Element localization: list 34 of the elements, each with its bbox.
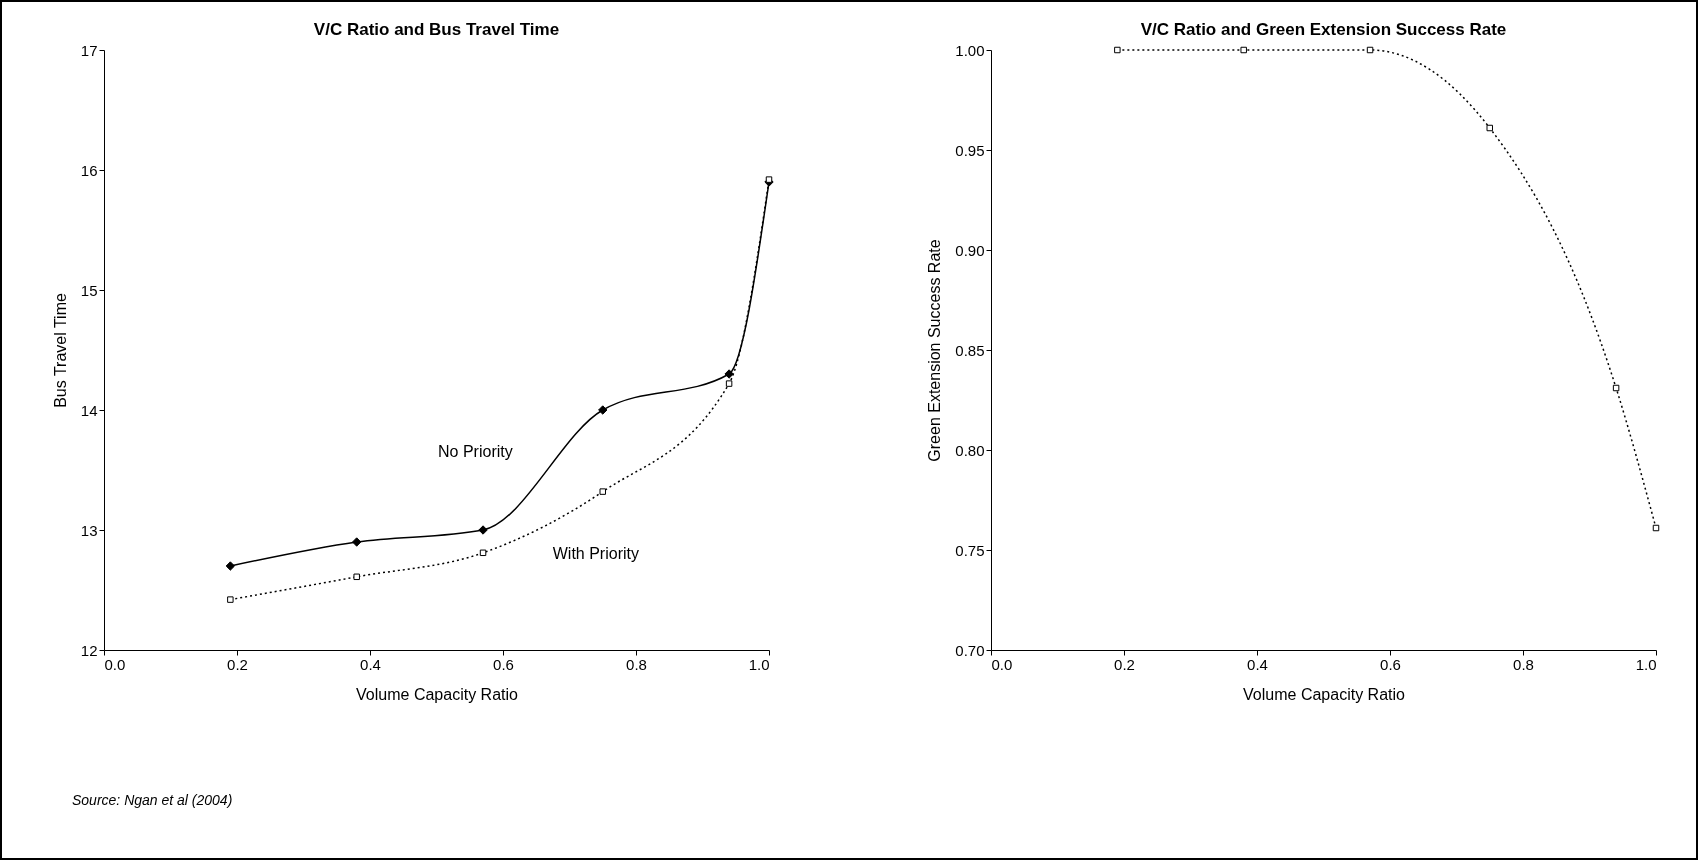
y-tick-label: 12 [80, 641, 98, 659]
y-tick-label: 14 [80, 401, 98, 419]
y-tick-label: 16 [80, 161, 98, 179]
x-tick-label: 0.6 [1380, 655, 1401, 673]
text: No Priority [438, 443, 513, 460]
x-tick-label: 0.8 [1513, 655, 1534, 673]
chart-title: V/C Ratio and Bus Travel Time [313, 20, 560, 39]
chart-title: V/C Ratio and Green Extension Success Rate [1140, 20, 1507, 39]
y-tick-label: 0.85 [955, 341, 985, 359]
y-tick-label: 17 [80, 41, 98, 59]
x-tick-label: 0.0 [104, 655, 126, 673]
x-tick-label: 0.6 [493, 655, 514, 673]
y-tick-label: 0.80 [955, 441, 985, 459]
x-tick-label: 0.4 [360, 655, 381, 673]
y-tick-label: 13 [80, 521, 98, 539]
x-axis-title: Volume Capacity Ratio [356, 685, 519, 703]
x-tick-label: 0.2 [1114, 655, 1135, 673]
y-tick-label: 0.70 [955, 641, 985, 659]
x-tick-label: 1.0 [1635, 655, 1657, 673]
source-note: Source: Ngan et al (2004) [72, 792, 233, 808]
x-tick-label: 1.0 [748, 655, 770, 673]
y-tick-label: 0.90 [955, 241, 985, 259]
x-tick-label: 0.4 [1247, 655, 1268, 673]
series-label: With Priority [552, 544, 639, 562]
x-tick-label: 0.8 [626, 655, 647, 673]
y-axis-title: Green Extension Success Rate [926, 239, 944, 462]
y-axis-title: Bus Travel Time [51, 293, 69, 408]
y-tick-label: 15 [80, 281, 98, 299]
y-tick-label: 0.75 [955, 541, 985, 559]
y-tick-label: 0.95 [955, 141, 985, 159]
x-tick-label: 0.0 [991, 655, 1013, 673]
x-tick-label: 0.2 [227, 655, 248, 673]
y-tick-label: 1.00 [955, 41, 985, 59]
x-axis-title: Volume Capacity Ratio [1243, 685, 1406, 703]
